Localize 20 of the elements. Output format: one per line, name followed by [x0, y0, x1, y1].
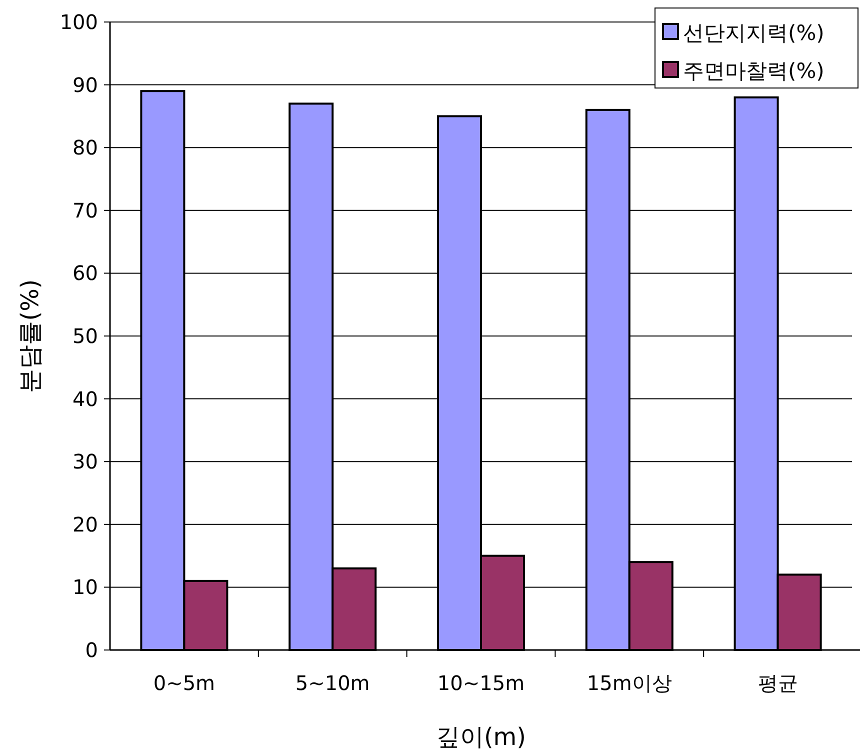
y-tick-label: 70	[72, 198, 98, 222]
y-tick-label: 20	[72, 512, 98, 536]
y-tick-label: 30	[72, 450, 98, 474]
y-tick-label: 100	[60, 10, 98, 34]
x-axis-title: 깊이(m)	[436, 723, 526, 751]
legend-label: 주면마찰력(%)	[683, 59, 824, 83]
y-tick-label: 80	[72, 136, 98, 160]
y-tick-label: 50	[72, 324, 98, 348]
x-tick-label: 평균	[758, 671, 798, 695]
y-tick-label: 60	[72, 261, 98, 286]
y-tick-label: 40	[72, 386, 98, 411]
x-tick-label: 0~5m	[153, 671, 216, 695]
x-tick-label: 15m이상	[586, 671, 672, 695]
x-tick-label: 10~15m	[437, 671, 525, 695]
y-tick-label: 90	[72, 72, 98, 97]
y-axis-title: 분담률(%)	[16, 279, 44, 393]
legend-label: 선단지지력(%)	[683, 21, 824, 45]
y-tick-label: 10	[72, 575, 98, 600]
x-tick-label: 5~10m	[295, 671, 370, 695]
y-tick-label: 0	[85, 638, 98, 662]
